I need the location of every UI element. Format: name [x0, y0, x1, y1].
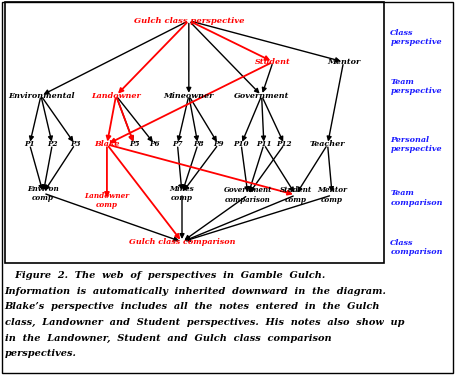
- Text: Information  is  automatically  inherited  downward  in  the  diagram.: Information is automatically inherited d…: [5, 286, 386, 296]
- Text: P11: P11: [256, 140, 272, 148]
- Text: P2: P2: [47, 140, 58, 148]
- Text: perspectives.: perspectives.: [5, 350, 76, 358]
- Text: Student: Student: [255, 58, 291, 66]
- Text: P7: P7: [172, 140, 183, 148]
- Text: Class
perspective: Class perspective: [390, 29, 442, 46]
- Text: Gulch class perspective: Gulch class perspective: [134, 16, 244, 25]
- Text: Mentor
comp: Mentor comp: [317, 186, 347, 204]
- Text: Landowner: Landowner: [91, 92, 141, 100]
- Text: P12: P12: [277, 140, 292, 148]
- Text: Mines
comp: Mines comp: [170, 184, 194, 202]
- Text: Government
comparison: Government comparison: [224, 186, 272, 204]
- Text: Blake: Blake: [94, 140, 120, 148]
- Text: P8: P8: [192, 140, 203, 148]
- Text: in  the  Landowner,  Student  and  Gulch  class  comparison: in the Landowner, Student and Gulch clas…: [5, 334, 331, 343]
- Text: Figure  2.  The  web  of  perspectives  in  Gamble  Gulch.: Figure 2. The web of perspectives in Gam…: [5, 271, 325, 280]
- Text: P1: P1: [24, 140, 35, 148]
- Text: Team
perspective: Team perspective: [390, 78, 442, 95]
- Text: Teacher: Teacher: [310, 140, 345, 148]
- Text: Environ
comp: Environ comp: [27, 184, 59, 202]
- Text: P3: P3: [70, 140, 81, 148]
- Text: Environmental: Environmental: [8, 92, 74, 100]
- Text: Class
comparison: Class comparison: [390, 239, 443, 256]
- Text: Team
comparison: Team comparison: [390, 189, 443, 207]
- Text: Landowner
comp: Landowner comp: [84, 192, 130, 209]
- Text: P10: P10: [233, 140, 249, 148]
- Text: Mentor: Mentor: [327, 58, 360, 66]
- Text: P5: P5: [129, 140, 140, 148]
- Text: Personal
perspective: Personal perspective: [390, 136, 442, 153]
- Text: Student
comp: Student comp: [280, 186, 312, 204]
- Text: class,  Landowner  and  Student  perspectives.  His  notes  also  show  up: class, Landowner and Student perspective…: [5, 318, 404, 327]
- Text: P9: P9: [213, 140, 224, 148]
- Text: P6: P6: [149, 140, 160, 148]
- Text: Blake’s  perspective  includes  all  the  notes  entered  in  the  Gulch: Blake’s perspective includes all the not…: [5, 302, 380, 311]
- Text: Government: Government: [234, 92, 289, 100]
- Text: Mineowner: Mineowner: [164, 92, 214, 100]
- Text: Gulch class comparison: Gulch class comparison: [129, 238, 235, 246]
